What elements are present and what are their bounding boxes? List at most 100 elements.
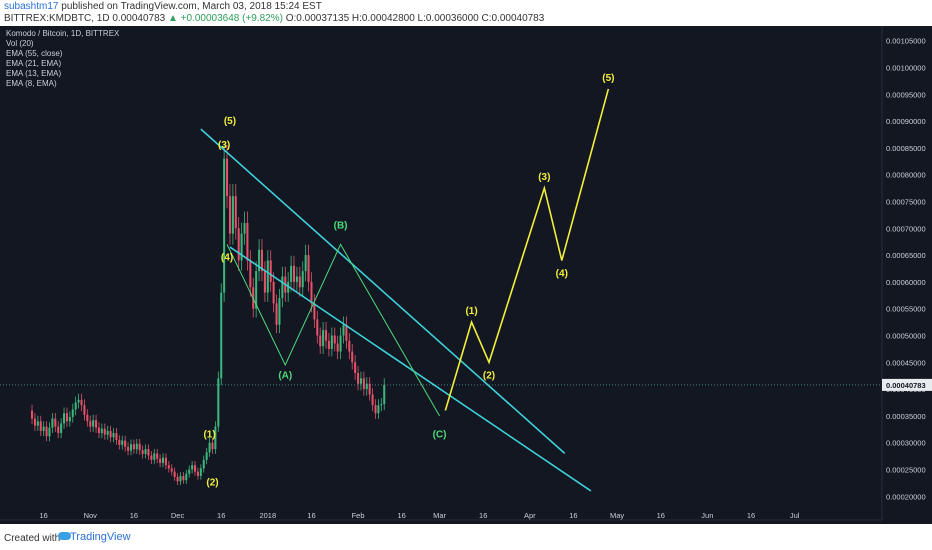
candle-body	[196, 471, 199, 476]
candle-body	[258, 249, 261, 272]
x-tick-label: Jul	[790, 511, 800, 520]
legend-item: EMA (21, EMA)	[6, 59, 61, 68]
publish-info: published on TradingView.com, March 03, …	[61, 1, 322, 12]
y-tick-label: 0.00030000	[886, 439, 926, 448]
candle-body	[243, 222, 246, 234]
candle-body	[339, 335, 342, 352]
candle-body	[74, 402, 77, 410]
candle-body	[333, 335, 336, 344]
candle-body	[351, 351, 354, 363]
y-tick-label: 0.00100000	[886, 64, 926, 73]
candle-body	[147, 449, 150, 456]
candle-body	[135, 443, 138, 450]
last-price: 0.00040783	[112, 13, 166, 24]
candle-body	[246, 222, 249, 261]
candle-body	[365, 383, 368, 390]
candle-body	[191, 465, 194, 470]
candle-body	[298, 276, 301, 288]
price-axis-panel	[882, 26, 932, 524]
candle-body	[348, 340, 351, 352]
candle-body	[255, 271, 258, 309]
candle-body	[185, 473, 188, 481]
y-tick-label: 0.00045000	[886, 358, 926, 367]
candle-body	[220, 292, 223, 379]
candle-body	[164, 457, 167, 466]
x-tick-label: 2018	[259, 511, 276, 520]
y-tick-label: 0.00075000	[886, 198, 926, 207]
tradingview-brand[interactable]: TradingView	[70, 531, 131, 543]
candle-body	[118, 440, 121, 445]
candle-body	[121, 440, 124, 445]
candle-body	[383, 384, 386, 405]
candle-body	[304, 255, 307, 272]
projection-wave-label: (4)	[556, 268, 568, 279]
x-tick-label: 16	[569, 511, 577, 520]
y-tick-label: 0.00095000	[886, 90, 926, 99]
candle-body	[226, 158, 229, 197]
candle-body	[325, 330, 328, 341]
candle-body	[68, 416, 71, 422]
candle-body	[194, 465, 197, 472]
y-tick-label: 0.00085000	[886, 144, 926, 153]
candle-body	[141, 450, 144, 454]
candle-body	[159, 458, 162, 464]
candle-body	[354, 362, 357, 374]
projection-wave-label: (5)	[602, 73, 614, 84]
candle-body	[275, 303, 278, 325]
candle-body	[249, 260, 252, 288]
candle-body	[336, 343, 339, 352]
candle-body	[150, 455, 153, 460]
x-tick-label: Nov	[84, 511, 98, 520]
candle-body	[92, 420, 95, 427]
candle-body	[103, 428, 106, 435]
author-link[interactable]: subashtm17	[4, 1, 59, 12]
candle-body	[345, 324, 348, 341]
impulse-wave-label: (5)	[224, 116, 236, 127]
candle-body	[179, 475, 182, 482]
candle-body	[57, 426, 60, 434]
candle-body	[217, 378, 220, 427]
candle-body	[199, 468, 202, 476]
candle-body	[362, 378, 365, 390]
candle-body	[124, 440, 127, 447]
y-tick-label: 0.00025000	[886, 465, 926, 474]
candle-body	[327, 340, 330, 349]
projection-wave-label: (3)	[538, 172, 550, 183]
last-price-tag-text: 0.00040783	[886, 381, 926, 390]
channel-line	[229, 246, 592, 492]
candle-body	[290, 265, 293, 282]
abc-wave-path	[226, 243, 440, 417]
candle-body	[86, 414, 89, 422]
y-tick-label: 0.00060000	[886, 278, 926, 287]
candle-body	[342, 324, 345, 336]
x-tick-label: 16	[747, 511, 755, 520]
candle-body	[234, 196, 237, 229]
candle-body	[48, 427, 51, 437]
candle-body	[278, 297, 281, 325]
candle-body	[231, 196, 234, 234]
y-tick-label: 0.00105000	[886, 37, 926, 46]
x-tick-label: 16	[479, 511, 487, 520]
candle-body	[357, 373, 360, 384]
candle-body	[129, 444, 133, 451]
y-tick-label: 0.00070000	[886, 224, 926, 233]
legend-item: Komodo / Bitcoin, 1D, BITTREX	[6, 29, 120, 38]
candle-body	[301, 271, 304, 288]
legend-item: EMA (13, EMA)	[6, 69, 61, 78]
candle-body	[132, 444, 135, 450]
price-chart[interactable]: 0.00020000 0.00025000 0.00030000 0.00035000…	[0, 26, 932, 524]
candle-body	[95, 420, 98, 428]
price-change: ▲ +0.00003648 (+9.82%)	[167, 13, 283, 24]
candle-body	[170, 468, 173, 472]
channel-line	[200, 128, 566, 455]
x-tick-label: 16	[657, 511, 665, 520]
candle-body	[266, 260, 269, 293]
candle-body	[60, 423, 63, 434]
candle-body	[292, 265, 296, 282]
x-tick-label: 16	[39, 511, 47, 520]
candle-body	[112, 433, 115, 438]
impulse-wave-label: (2)	[206, 478, 218, 489]
candle-body	[173, 471, 176, 477]
legend-item: EMA (8, EMA)	[6, 79, 57, 88]
